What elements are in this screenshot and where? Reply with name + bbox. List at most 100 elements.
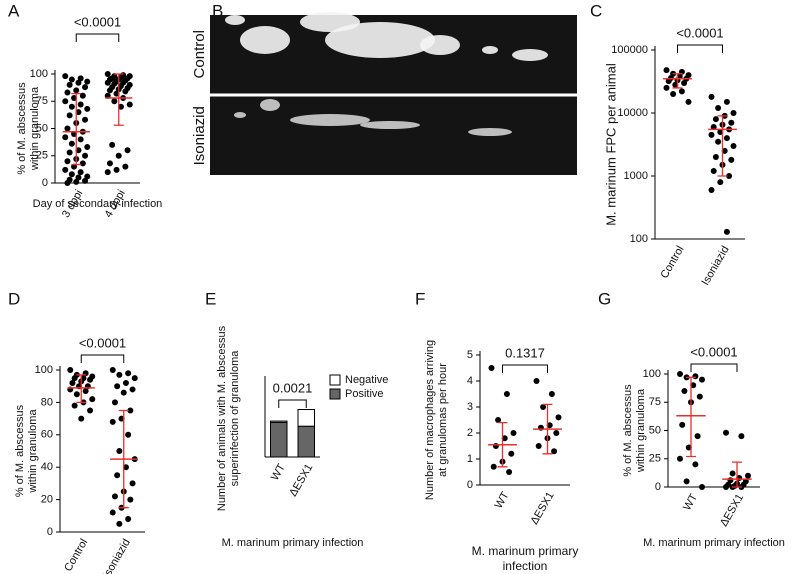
data-point xyxy=(699,484,705,490)
y-tick-label: 40 xyxy=(41,461,53,473)
data-point xyxy=(708,186,715,193)
data-point xyxy=(548,391,555,397)
data-point xyxy=(708,93,715,100)
data-point xyxy=(82,84,89,91)
data-point xyxy=(670,91,677,98)
data-point xyxy=(64,158,71,165)
data-point xyxy=(116,448,123,454)
data-point xyxy=(75,109,82,116)
data-point xyxy=(728,119,735,126)
y-tick-label: 0 xyxy=(467,479,473,491)
data-point xyxy=(694,433,701,440)
data-point xyxy=(109,367,116,373)
data-point xyxy=(728,156,735,163)
data-point xyxy=(77,169,84,176)
bar-segment xyxy=(270,421,288,458)
error-bar xyxy=(717,115,728,177)
data-point xyxy=(717,179,724,186)
data-point xyxy=(104,71,111,77)
y-axis-label: % of M. abscessus xyxy=(622,384,634,477)
panel-letter: D xyxy=(8,289,20,308)
data-point xyxy=(84,144,91,151)
data-point xyxy=(66,149,73,156)
data-point xyxy=(104,79,111,86)
bar-segment xyxy=(297,409,315,427)
data-point xyxy=(66,112,73,119)
data-point xyxy=(533,378,540,384)
x-axis-label: M. marinum primary infection xyxy=(643,537,785,549)
data-point xyxy=(87,376,94,383)
data-point xyxy=(111,98,118,105)
y-tick-label: 4 xyxy=(467,375,473,387)
legend-label: Positive xyxy=(345,388,384,400)
y-tick-label: 80 xyxy=(41,396,53,408)
y-tick-label: 0 xyxy=(47,526,53,538)
panel-letter: B xyxy=(212,1,223,20)
data-point xyxy=(506,469,513,475)
y-tick-label: 5 xyxy=(467,349,473,361)
data-point xyxy=(131,375,138,382)
error-bar xyxy=(71,92,82,166)
data-point xyxy=(62,166,69,173)
legend-swatch xyxy=(329,374,341,386)
data-point xyxy=(710,168,717,175)
y-tick-label: 100 xyxy=(35,364,53,376)
data-point xyxy=(681,387,688,394)
data-point xyxy=(64,180,71,186)
y-axis-label: % of M. abscessus xyxy=(14,404,26,497)
data-point xyxy=(535,443,542,449)
data-point xyxy=(681,79,688,86)
y-tick-label: 1000 xyxy=(624,170,648,182)
data-point xyxy=(84,105,91,112)
data-point xyxy=(68,140,75,147)
data-point xyxy=(717,128,724,135)
data-point xyxy=(683,478,690,485)
data-point xyxy=(114,383,121,390)
data-point xyxy=(87,407,94,414)
data-point xyxy=(553,430,560,436)
panel-letter: C xyxy=(590,1,602,20)
data-point xyxy=(114,472,121,479)
data-point xyxy=(730,110,737,116)
panel-letter: E xyxy=(205,289,216,308)
data-point xyxy=(721,147,728,154)
significance-bracket xyxy=(75,33,120,42)
data-point xyxy=(663,84,670,91)
error-bar xyxy=(113,73,124,126)
x-tick-label: Control xyxy=(658,244,686,281)
data-point xyxy=(75,79,82,86)
data-point xyxy=(127,407,134,414)
data-point xyxy=(71,163,78,170)
significance-bracket xyxy=(690,363,738,372)
data-point xyxy=(113,166,120,173)
data-point xyxy=(116,520,123,527)
panel-letter: F xyxy=(415,289,425,308)
y-tick-label: 75 xyxy=(36,95,48,107)
data-point xyxy=(678,88,685,95)
data-point xyxy=(68,103,75,110)
significance-label: 0.0021 xyxy=(273,380,313,395)
fluorescence xyxy=(420,35,460,55)
y-tick-label: 75 xyxy=(649,396,661,408)
data-point xyxy=(66,81,73,88)
y-axis-label: within granuloma xyxy=(635,388,647,473)
data-point xyxy=(109,418,116,425)
data-point xyxy=(71,402,78,409)
legend-label: Negative xyxy=(345,374,388,386)
data-point xyxy=(712,154,719,161)
y-tick-label: 1 xyxy=(467,453,473,465)
data-point xyxy=(68,171,75,178)
data-point xyxy=(124,147,131,154)
y-tick-label: 60 xyxy=(41,429,53,441)
data-point xyxy=(677,371,683,377)
data-point xyxy=(64,89,71,96)
data-point xyxy=(708,131,715,138)
x-tick-label: Isoniazid xyxy=(101,537,133,574)
data-point xyxy=(82,177,89,184)
y-tick-label: 0 xyxy=(42,177,48,189)
y-tick-label: 25 xyxy=(649,453,661,465)
data-point xyxy=(555,414,562,421)
significance-label: <0.0001 xyxy=(676,25,723,40)
bar-segment xyxy=(270,420,288,423)
data-point xyxy=(672,81,679,88)
